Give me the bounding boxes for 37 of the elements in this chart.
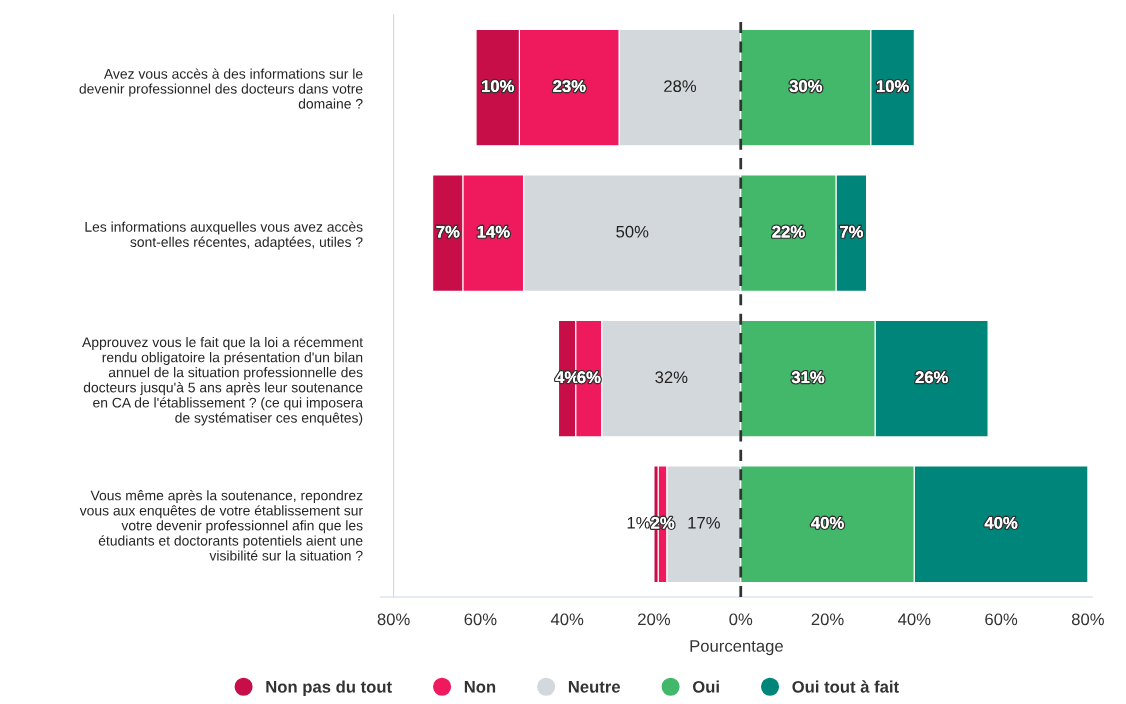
legend-label: Oui tout à fait xyxy=(792,680,899,693)
data-label: 30% xyxy=(789,80,823,93)
legend-label: Neutre xyxy=(568,681,621,693)
data-label: 14% xyxy=(477,225,510,238)
data-label: 28% xyxy=(664,80,697,93)
legend-label: Oui xyxy=(692,680,719,693)
legend-label: Non pas du tout xyxy=(266,680,392,697)
x-tick-label: 40% xyxy=(550,613,584,626)
data-label: 22% xyxy=(772,225,805,238)
x-tick-label: 0% xyxy=(729,613,753,626)
y-tick-label: Approuvez vous le fait que la loi a récemment rendu obligatoire la présentation d'un bilan annuel de la situation professionnelle des docteurs jusqu'à 5 ans après leur soutenance en CA de l'établissement ? (ce qui imposera de systématiser ces enquêtes) xyxy=(82,336,364,426)
data-label: 23% xyxy=(553,80,586,93)
data-label: 10% xyxy=(482,80,514,93)
x-tick-label: 20% xyxy=(811,613,844,626)
y-tick-label: Vous même après la soutenance, repondrez vous aux enquêtes de votre établissement sur votre devenir professionnel afin que les étudiants et doctorants potentiels aient une visibilité sur la situation ? xyxy=(79,489,363,561)
data-label: 26% xyxy=(915,371,948,384)
data-label: 40% xyxy=(811,516,844,529)
x-tick-label: 20% xyxy=(638,613,671,626)
data-label: 7% xyxy=(840,225,863,238)
x-axis-title: Pourcentage xyxy=(690,640,783,656)
data-label: 17% xyxy=(688,516,720,529)
x-tick-label: 60% xyxy=(985,613,1018,626)
x-tick-label: 40% xyxy=(898,613,931,626)
data-label: 40% xyxy=(984,516,1018,529)
legend-label: Non xyxy=(464,681,496,693)
data-label: 32% xyxy=(655,371,688,384)
data-label: 1% xyxy=(627,516,650,529)
data-label: 10% xyxy=(876,80,909,93)
y-tick-label: Avez vous accès à des informations sur le devenir professionnel des docteurs dans votre domaine ? xyxy=(79,68,363,109)
data-label: 6% xyxy=(577,371,601,384)
data-label: 7% xyxy=(436,225,460,238)
data-label: 50% xyxy=(616,225,649,238)
x-tick-label: 80% xyxy=(377,613,410,626)
x-tick-label: 60% xyxy=(464,613,497,626)
y-tick-label: Les informations auxquelles vous avez accès sont-elles récentes, adaptées, utiles ? xyxy=(85,221,363,250)
x-tick-label: 80% xyxy=(1071,613,1104,626)
data-label: 31% xyxy=(791,371,825,384)
